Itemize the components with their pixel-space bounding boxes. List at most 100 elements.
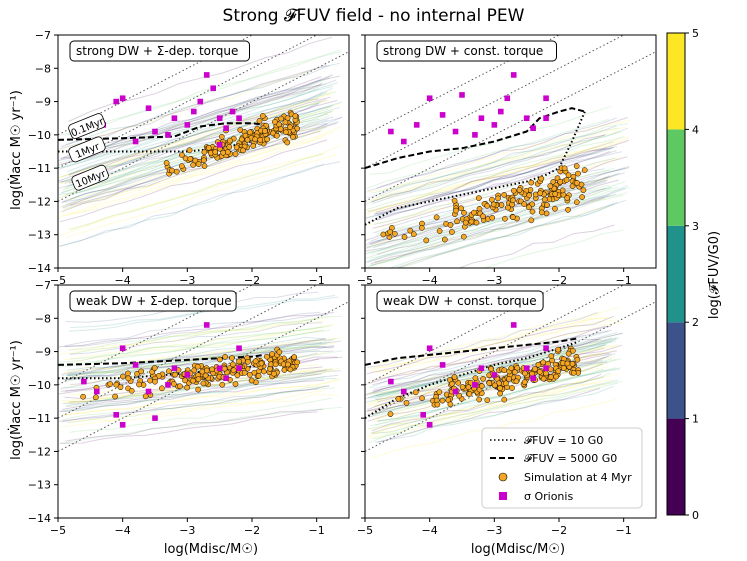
evolution-track [366, 118, 610, 190]
sigma-ori-point [184, 122, 191, 128]
simulation-point [201, 149, 208, 155]
sigma-ori-point [472, 132, 478, 138]
evolution-track [62, 373, 322, 410]
simulation-point [570, 370, 577, 376]
simulation-point [169, 167, 175, 174]
plot-content [58, 285, 349, 452]
simulation-point [240, 147, 246, 154]
sigma-ori-point [229, 108, 236, 115]
simulation-point [187, 155, 194, 162]
evolution-track [62, 388, 320, 423]
simulation-point [509, 385, 515, 391]
simulation-point [236, 358, 242, 365]
sigma-ori-point [171, 365, 178, 372]
simulation-points [80, 346, 301, 401]
simulation-point [473, 219, 480, 226]
simulation-point [508, 365, 515, 372]
evolution-track [68, 98, 319, 176]
sigma-ori-point [491, 122, 498, 128]
evolution-track [366, 136, 629, 212]
y-tick-label: −14 [28, 512, 51, 525]
simulation-point [510, 214, 516, 220]
simulation-point [274, 132, 280, 139]
simulation-point [569, 360, 576, 367]
panel-title-box [376, 40, 557, 62]
evolution-track [61, 130, 321, 213]
simulation-point [491, 382, 498, 389]
simulation-point [257, 137, 264, 143]
simulation-point [200, 380, 207, 387]
evolution-track [60, 82, 323, 165]
track-5000G0 [365, 107, 586, 170]
evolution-track [70, 315, 343, 355]
simulation-point [541, 196, 548, 203]
evolution-track [59, 393, 339, 428]
sigma-ori-point [94, 388, 100, 395]
simulation-point [433, 214, 440, 221]
x-tick-label: −1 [309, 524, 325, 537]
evolution-track [369, 105, 612, 175]
simulation-points [163, 109, 300, 177]
evolution-track [64, 339, 321, 373]
evolution-track [375, 363, 605, 420]
sigma-ori-point [426, 345, 433, 352]
simulation-point [151, 365, 158, 371]
simulation-point [488, 366, 494, 372]
simulation-point [247, 129, 253, 136]
legend-sim-label: Simulation at 4 Myr [524, 471, 632, 484]
simulation-point [476, 396, 483, 403]
sigma-ori-point [530, 375, 536, 381]
simulation-point [557, 178, 564, 185]
sigma-ori-point [478, 365, 485, 372]
evolution-track [58, 325, 332, 363]
simulation-point [564, 360, 571, 367]
y-tick-label: −7 [35, 29, 51, 42]
y-tick-label: −11 [28, 162, 51, 175]
simulation-point [506, 376, 512, 382]
x-axis-label-right: log(Mdisc/M☉) [471, 542, 565, 557]
sigma-ori-point [145, 388, 152, 395]
simulation-point [458, 205, 465, 212]
simulation-points [387, 345, 582, 417]
evolution-track [375, 341, 617, 396]
y-tick-label: −11 [28, 412, 51, 425]
evolution-track [67, 79, 323, 160]
evolution-track [59, 129, 325, 214]
simulation-point [497, 390, 503, 397]
evolution-track [372, 151, 622, 222]
sigma-ori-point [171, 115, 178, 122]
simulation-point [563, 177, 570, 183]
simulation-point [475, 195, 482, 201]
simulation-point [216, 356, 223, 363]
simulation-point [80, 393, 86, 400]
colorbar-segment [667, 418, 685, 515]
x-tick-label: −4 [115, 274, 131, 287]
simulation-point [238, 136, 245, 143]
x-tick-label: −4 [422, 274, 438, 287]
evolution-track [59, 378, 337, 412]
evolution-track [68, 390, 325, 423]
simulation-point [159, 385, 165, 392]
simulation-point [262, 128, 268, 134]
sigma-ori-point [145, 105, 152, 112]
evolution-track [368, 187, 630, 262]
simulation-point [233, 144, 240, 151]
isochrone-10Myr [58, 51, 349, 202]
x-tick-label: −5 [50, 524, 66, 537]
evolution-track [372, 130, 619, 201]
y-tick-label: −9 [35, 96, 51, 109]
evolution-track [69, 329, 324, 366]
simulation-point [285, 361, 291, 368]
simulation-point [449, 380, 455, 387]
evolution-track [371, 134, 605, 203]
evolution-track [365, 131, 622, 205]
sigma-ori-point [543, 115, 549, 122]
sigma-ori-point [510, 322, 517, 328]
colorbar-tick-label: 1 [692, 413, 699, 426]
plot-area [58, 285, 349, 518]
simulation-point [513, 378, 520, 385]
evolution-track [367, 125, 617, 199]
simulation-point [387, 411, 394, 417]
simulation-point [486, 380, 493, 387]
plot-content [365, 285, 656, 460]
